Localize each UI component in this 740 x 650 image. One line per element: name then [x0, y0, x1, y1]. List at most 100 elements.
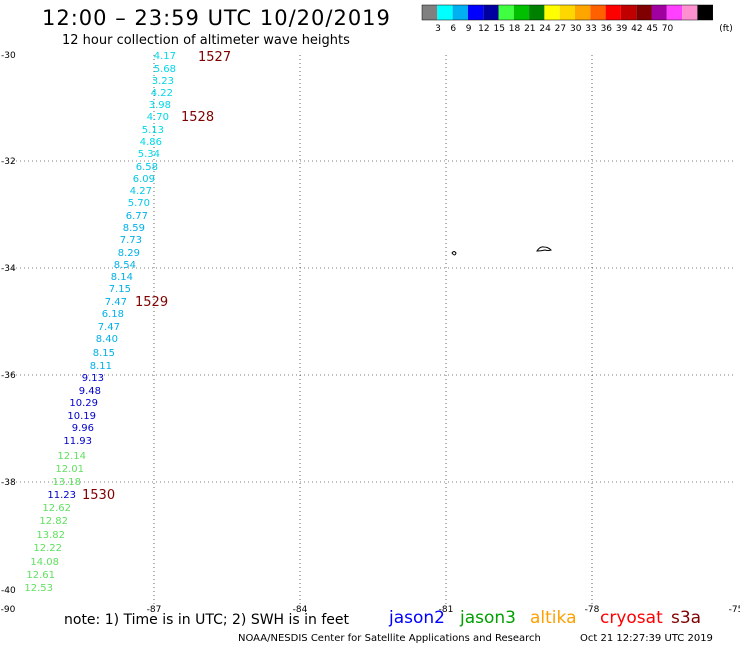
wave-height-value: 4.86 — [140, 137, 162, 148]
wave-height-value: 8.29 — [118, 248, 140, 259]
wave-height-value: 4.17 — [154, 51, 176, 62]
wave-height-value: 4.22 — [151, 88, 173, 99]
wave-height-value: 5.68 — [154, 64, 176, 75]
pass-time-label: 1529 — [135, 295, 168, 310]
legend-label: 3 — [435, 24, 441, 34]
wave-height-value: 14.08 — [30, 557, 59, 568]
satellite-jason3: jason3 — [460, 608, 516, 628]
wave-height-value: 4.70 — [147, 112, 169, 123]
wave-height-value: 7.47 — [98, 322, 120, 333]
wave-height-value: 12.01 — [55, 464, 84, 475]
lon-label: -90 — [1, 605, 16, 615]
map-title: 12:00 – 23:59 UTC 10/20/2019 — [42, 6, 391, 30]
units-note: note: 1) Time is in UTC; 2) SWH is in fe… — [64, 612, 350, 628]
legend-label: 42 — [631, 24, 642, 34]
satellite-cryosat: cryosat — [600, 608, 663, 628]
wave-height-value: 8.15 — [93, 348, 115, 359]
island-outline — [536, 246, 552, 252]
wave-height-value: 6.58 — [136, 162, 158, 173]
wave-height-value: 13.82 — [36, 530, 65, 541]
legend-label: 27 — [555, 24, 566, 34]
legend-swatch — [529, 5, 545, 20]
credit-line: NOAA/NESDIS Center for Satellite Applica… — [238, 633, 541, 644]
island-outline — [451, 251, 457, 256]
wave-height-observations: 4.17 5.683.234.223.984.70 5.134.865.34 6.58… — [24, 51, 176, 594]
wave-height-value: 12.61 — [26, 570, 55, 581]
wave-height-value: 11.93 — [63, 436, 92, 447]
legend-swatch — [467, 5, 484, 20]
wave-height-value: 12.53 — [24, 583, 53, 594]
wave-height-value: 5.34 — [138, 149, 160, 160]
wave-height-value: 3.23 — [152, 76, 174, 87]
wave-height-value: 12.22 — [33, 543, 62, 554]
color-legend: 3 6 9 12 15 18 21 24 27 30 33 36 39 42 45 70 (ft) — [421, 4, 733, 34]
wave-height-value: 13.18 — [52, 477, 81, 488]
legend-swatch — [437, 5, 453, 20]
wave-height-value: 8.54 — [114, 260, 136, 271]
wave-height-value: 6.77 — [126, 211, 148, 222]
legend-swatch — [620, 5, 637, 20]
legend-label: 15 — [493, 24, 504, 34]
legend-swatch — [636, 5, 652, 20]
wave-height-value: 8.11 — [90, 361, 112, 372]
lon-label: -75 — [729, 605, 740, 615]
legend-label: 36 — [601, 24, 613, 34]
legend-swatch — [513, 5, 530, 20]
legend-swatch — [559, 5, 575, 20]
lat-label: -36 — [1, 371, 16, 381]
map-subtitle: 12 hour collection of altimeter wave hei… — [62, 33, 350, 48]
lon-label: -81 — [439, 605, 454, 615]
wave-height-value: 9.96 — [72, 423, 94, 434]
wave-height-value: 4.27 — [130, 186, 152, 197]
lat-label: -40 — [1, 586, 16, 596]
lat-label: -38 — [1, 478, 16, 488]
wave-height-value: 10.29 — [69, 398, 98, 409]
wave-height-value: 5.70 — [128, 198, 150, 209]
legend-swatch — [422, 5, 438, 20]
legend-swatch — [590, 5, 606, 20]
pass-time-label: 1527 — [198, 50, 231, 65]
wave-height-value: 7.15 — [109, 284, 131, 295]
lon-label: -87 — [147, 605, 162, 615]
wave-height-value: 7.73 — [120, 235, 142, 246]
wave-height-value: 9.48 — [79, 386, 101, 397]
wave-height-value: 8.40 — [96, 334, 118, 345]
legend-swatch — [452, 5, 468, 20]
legend-swatch — [575, 5, 591, 20]
wave-height-value: 6.09 — [133, 174, 155, 185]
wave-height-value: 8.14 — [111, 272, 133, 283]
legend-label: 45 — [646, 24, 657, 34]
wave-height-value: 8.59 — [123, 223, 145, 234]
legend-unit: (ft) — [719, 24, 733, 34]
legend-swatch — [682, 5, 698, 20]
wave-height-value: 9.13 — [82, 373, 104, 384]
pass-time-label: 1530 — [82, 488, 115, 503]
wave-height-value: 6.18 — [102, 309, 124, 320]
lat-label: -30 — [1, 51, 16, 61]
wave-height-value: 3.98 — [149, 100, 171, 111]
satellite-s3a: s3a — [671, 608, 702, 628]
legend-label: 9 — [466, 24, 472, 34]
legend-label: 70 — [662, 24, 674, 34]
wave-height-value: 5.13 — [142, 125, 164, 136]
satellite-jason2: jason2 — [389, 608, 445, 628]
wave-height-value: 12.82 — [39, 516, 68, 527]
wave-height-value: 12.62 — [42, 503, 71, 514]
legend-swatch — [483, 5, 499, 20]
legend-label: 24 — [539, 24, 551, 34]
legend-label: 12 — [478, 24, 489, 34]
pass-time-label: 1528 — [181, 110, 214, 125]
legend-label: 33 — [585, 24, 596, 34]
legend-label: 39 — [616, 24, 628, 34]
wave-height-value: 7.47 — [105, 297, 127, 308]
pass-time-labels: 1527 1528 1529 1530 — [82, 50, 231, 503]
legend-swatch — [544, 5, 560, 20]
legend-swatch — [666, 5, 683, 20]
lat-label: -32 — [1, 157, 16, 167]
island-outlines — [451, 246, 552, 256]
wave-height-value: 11.23 — [47, 490, 76, 501]
lat-lon-grid: -30 -32 -34 -36 -38 -40 -90 -87 -84 -81 -78 -75 — [1, 51, 740, 615]
legend-swatch — [697, 5, 713, 20]
